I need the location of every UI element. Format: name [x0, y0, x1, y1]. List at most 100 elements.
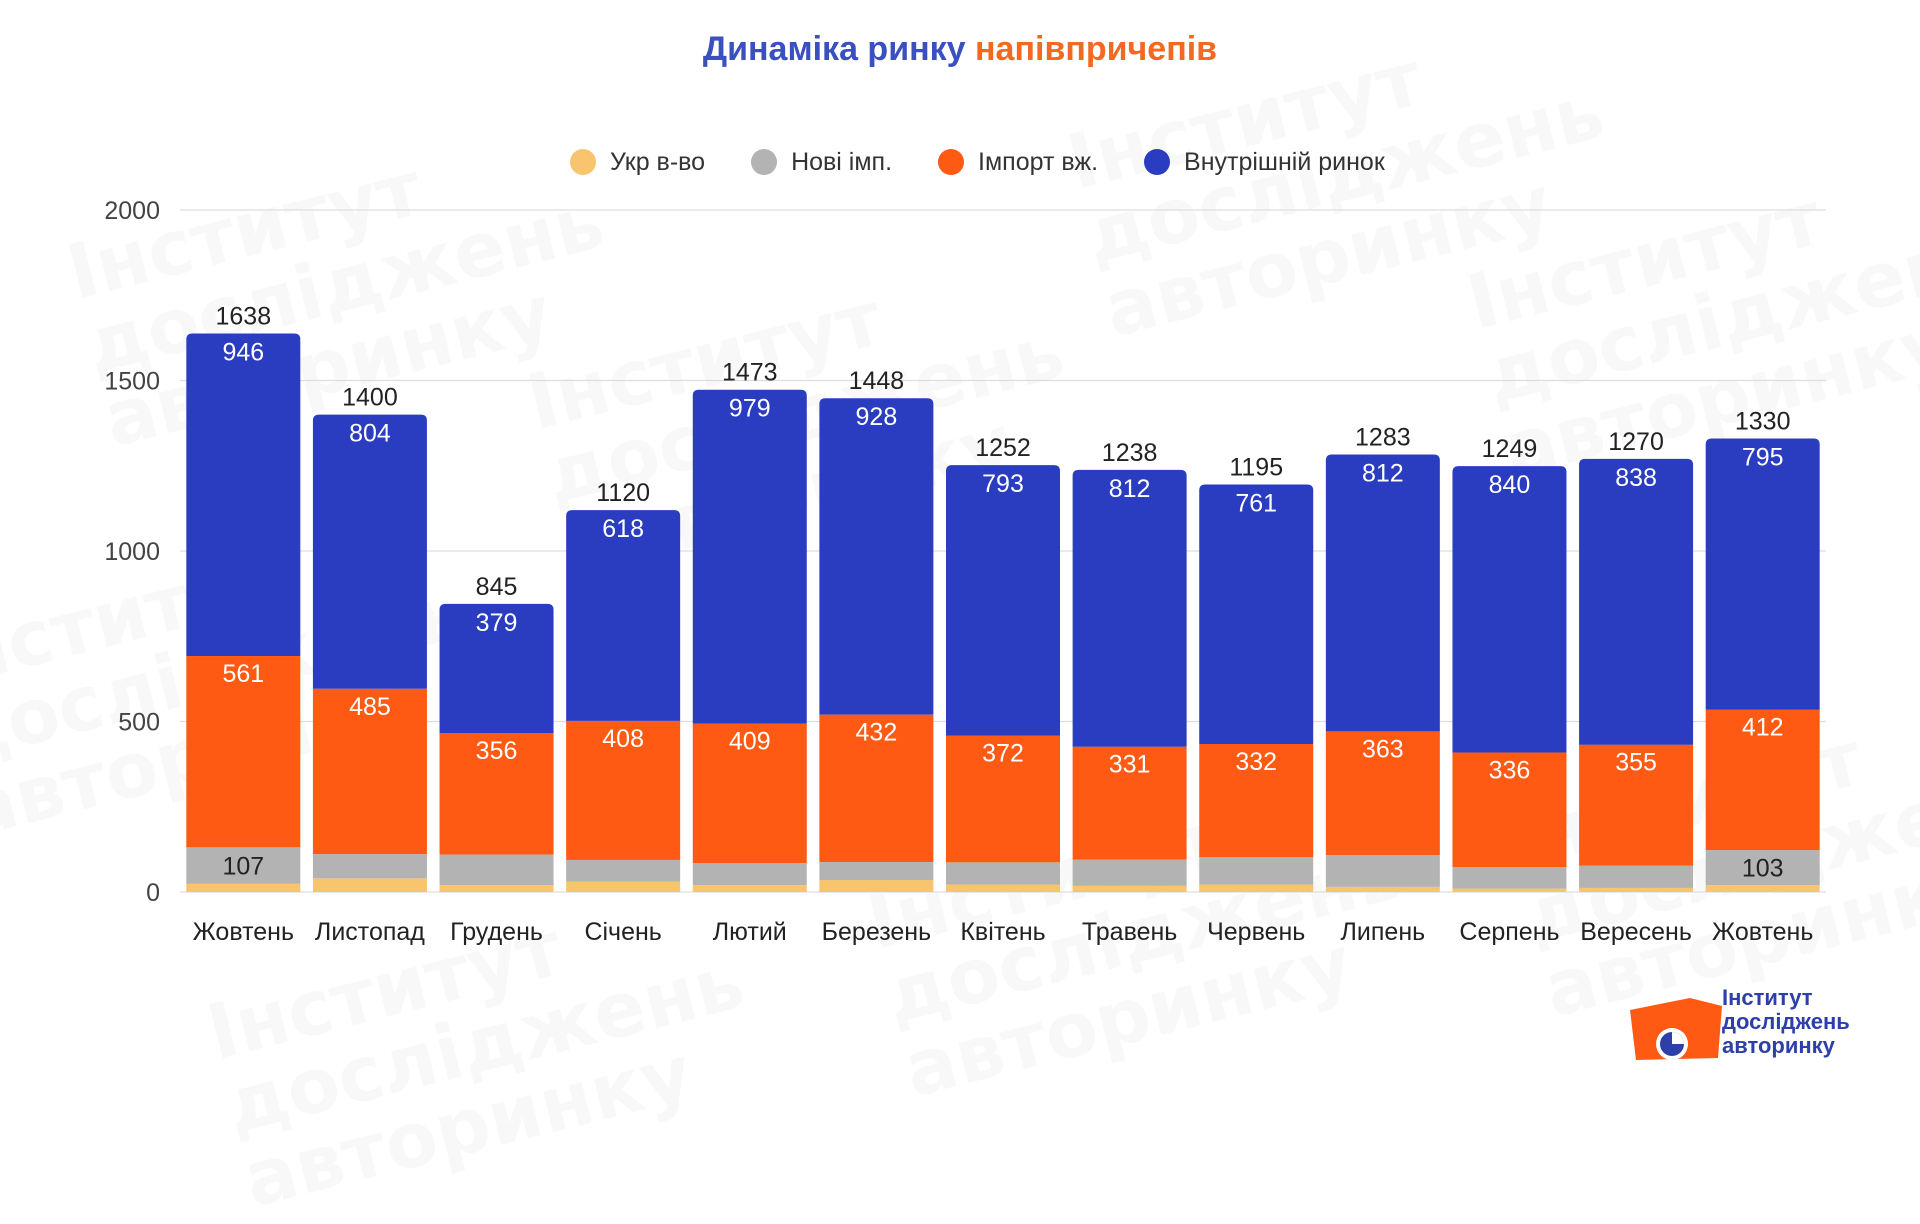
bar-data-label: 107	[222, 853, 264, 881]
bar-segment	[819, 861, 934, 881]
bar-total-label: 845	[476, 573, 518, 601]
x-tick-label: Січень	[584, 918, 661, 946]
legend-swatch-ukr	[570, 149, 596, 175]
x-tick-label: Травень	[1082, 918, 1177, 946]
bar-segment	[439, 603, 554, 734]
bar-segment	[1325, 731, 1440, 856]
bar-segment	[819, 714, 934, 862]
y-tick-label: 0	[146, 879, 160, 907]
legend-label-import-used: Імпорт вж.	[978, 147, 1099, 176]
bar-data-label: 761	[1235, 490, 1277, 518]
bar-segment	[1072, 746, 1187, 860]
logo-line-2: досліджень	[1722, 1009, 1850, 1034]
bar-data-label: 363	[1362, 735, 1404, 763]
x-tick-label: Листопад	[315, 918, 425, 946]
chart-title: Динаміка ринку напівпричепів	[0, 30, 1920, 69]
bar-segment	[946, 862, 1060, 885]
bar-segment	[692, 723, 807, 864]
bar-segment	[1325, 454, 1440, 732]
bar-segment	[1579, 887, 1694, 892]
bar-segment	[186, 883, 301, 892]
bar-segment	[1705, 850, 1820, 886]
bar-segment	[692, 389, 807, 724]
bar-data-label: 485	[349, 693, 391, 721]
bar-segment	[312, 878, 427, 892]
legend: Укр в-во Нові імп. Імпорт вж. Внутрішній…	[570, 142, 1431, 182]
bar-segment	[1072, 859, 1187, 886]
bar-segment	[312, 854, 427, 879]
bar-segment	[946, 884, 1060, 892]
bar-data-label: 372	[982, 739, 1024, 767]
bar-data-label: 928	[856, 403, 898, 431]
bar-data-label: 379	[476, 609, 518, 637]
legend-item-domestic: Внутрішній ринок	[1144, 148, 1385, 177]
bar-segment	[566, 720, 681, 860]
bar-data-label: 795	[1742, 443, 1784, 471]
legend-label-new-imp: Нові імп.	[791, 147, 893, 176]
bar-data-label: 561	[222, 660, 264, 688]
x-tick-label: Червень	[1207, 918, 1305, 946]
bar-segment	[946, 465, 1060, 736]
logo-text: Інститут досліджень авторинку	[1722, 986, 1850, 1058]
bar-total-label: 1249	[1482, 435, 1538, 463]
bar-data-label: 412	[1742, 714, 1784, 742]
bar-segment	[1325, 855, 1440, 887]
x-tick-label: Березень	[822, 918, 932, 946]
bar-segment	[1579, 744, 1694, 866]
bar-total-label: 1400	[342, 384, 398, 412]
x-tick-label: Вересень	[1580, 918, 1692, 946]
bar-data-label: 432	[856, 719, 898, 747]
bar-segment	[312, 688, 427, 855]
chart-title-part2: напівпричепів	[975, 30, 1218, 68]
bar-data-label: 812	[1109, 475, 1151, 503]
bar-segment	[1705, 885, 1820, 892]
bar-data-label: 408	[602, 725, 644, 753]
legend-swatch-domestic	[1144, 149, 1171, 175]
chart-plot: 0 500 1000 1500 2000 107 561 946 1638 Жовтень 485 8…	[104, 197, 1826, 946]
x-tick-label: Лютий	[713, 918, 787, 946]
legend-item-import-used: Імпорт вж.	[938, 148, 1098, 177]
bar-data-label: 409	[729, 728, 771, 756]
legend-label-domestic: Внутрішній ринок	[1184, 147, 1385, 176]
bar-total-label: 1252	[975, 434, 1031, 462]
legend-swatch-import-used	[938, 149, 965, 175]
legend-item-new-imp: Нові імп.	[751, 148, 892, 177]
bar-segment	[1199, 884, 1314, 892]
y-tick-label: 1000	[104, 538, 160, 566]
bar-data-label: 812	[1362, 459, 1404, 487]
bar-segment	[1325, 886, 1440, 892]
bar-data-label: 838	[1615, 464, 1657, 492]
bar-segment	[1072, 885, 1187, 892]
bar-segment	[439, 885, 554, 892]
bar-segment	[1072, 469, 1187, 747]
y-tick-label: 1500	[104, 368, 160, 396]
x-tick-label: Липень	[1341, 918, 1426, 946]
legend-label-ukr: Укр в-во	[610, 147, 706, 176]
bar-segment	[692, 863, 807, 886]
chart-title-part1: Динаміка ринку	[702, 30, 966, 68]
bar-segment	[186, 847, 301, 884]
bar-data-label: 793	[982, 470, 1024, 498]
bar-data-label: 336	[1489, 757, 1531, 785]
bar-data-label: 355	[1615, 749, 1657, 777]
logo-icon	[1630, 998, 1722, 1060]
bar-segment	[439, 854, 554, 886]
bar-segment	[566, 881, 681, 892]
bar-segment	[312, 414, 427, 689]
y-tick-label: 2000	[104, 197, 160, 225]
bar-data-label: 804	[349, 420, 391, 448]
bar-segment	[1199, 484, 1314, 745]
bar-total-label: 1473	[722, 359, 778, 387]
x-tick-label: Квітень	[960, 918, 1045, 946]
bar-segment	[1452, 867, 1567, 889]
bar-segment	[1199, 857, 1314, 885]
bar-segment	[692, 885, 807, 892]
bar-total-label: 1448	[849, 367, 905, 395]
bar-data-label: 618	[602, 515, 644, 543]
bar-segment	[1579, 458, 1694, 745]
bar-total-label: 1283	[1355, 423, 1411, 451]
logo-line-1: Інститут	[1722, 985, 1813, 1010]
bar-segment	[1452, 466, 1567, 753]
bar-total-label: 1270	[1608, 428, 1664, 456]
bar-data-label: 979	[729, 395, 771, 423]
